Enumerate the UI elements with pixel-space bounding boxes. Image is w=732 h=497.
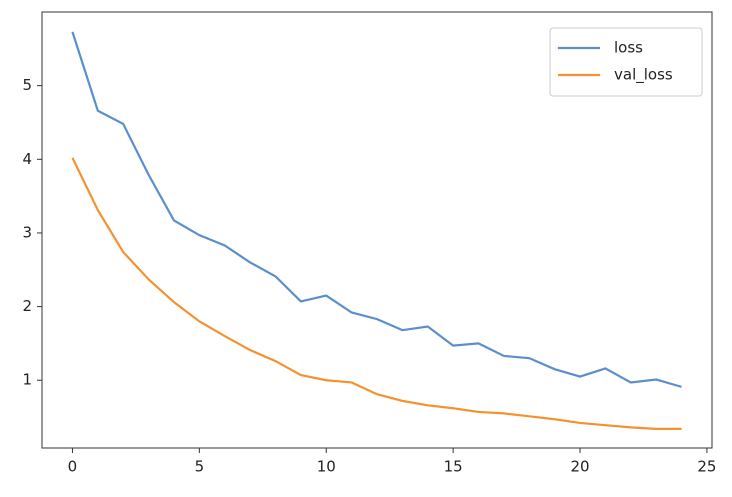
x-tick-label: 25 <box>697 458 716 476</box>
axes-frame <box>41 11 713 449</box>
y-tick-label: 4 <box>22 150 32 168</box>
x-tick-label: 15 <box>444 458 463 476</box>
x-tick-label: 5 <box>195 458 205 476</box>
legend-box <box>549 27 703 97</box>
x-tick-label: 0 <box>68 458 78 476</box>
line-series <box>71 31 682 388</box>
y-tick-label: 3 <box>22 223 32 241</box>
y-tick-label: 5 <box>22 76 32 94</box>
y-tick-label: 2 <box>22 297 32 315</box>
x-tick-label: 10 <box>317 458 336 476</box>
line-series <box>71 157 682 430</box>
legend-label: val_loss <box>614 66 673 85</box>
y-tick-label: 1 <box>22 371 32 389</box>
legend-label: loss <box>614 39 643 57</box>
x-tick-label: 20 <box>570 458 589 476</box>
